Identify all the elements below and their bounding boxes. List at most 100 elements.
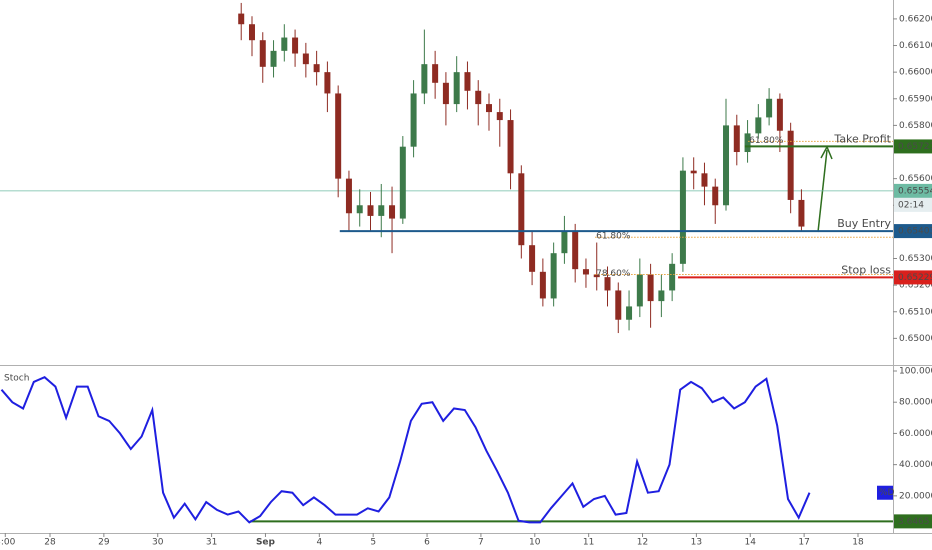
y-tick-label: 100.0000 (899, 366, 932, 376)
candle-body (636, 274, 643, 307)
candle-body (776, 98, 783, 131)
last-price-value: 0.65554 (898, 186, 932, 196)
level-value: 0.65721 (898, 142, 932, 152)
candle-body (292, 37, 299, 54)
y-tick-label: 0.65000 (899, 334, 932, 344)
y-tick-label: 40.0000 (899, 460, 932, 470)
candle-body (367, 205, 374, 216)
candle-body (464, 72, 471, 91)
countdown: 02:14 (898, 200, 924, 210)
candle-body (486, 104, 493, 113)
x-tick-label: 4 (316, 538, 322, 548)
candle-body (270, 50, 277, 67)
candle-body (518, 173, 525, 246)
candle-body (582, 269, 589, 275)
candle-body (410, 93, 417, 147)
x-tick-label: 3:00 (0, 538, 16, 548)
x-tick-label: Sep (256, 538, 276, 548)
candle-body (378, 205, 385, 216)
x-tick-label: 6 (424, 538, 430, 548)
x-tick-label: 18 (852, 538, 864, 548)
y-tick-label: 60.0000 (899, 429, 932, 439)
candle-body (744, 133, 751, 153)
x-tick-label: 29 (98, 538, 110, 548)
candle-body (345, 178, 352, 214)
candle-body (475, 90, 482, 105)
candle-body (712, 186, 719, 206)
level-value-box (894, 270, 932, 285)
support-value-box (894, 514, 932, 529)
candle-body (335, 93, 342, 179)
candle-body (701, 173, 708, 187)
candle-body (248, 24, 255, 41)
candle-body (733, 125, 740, 153)
candle-body (302, 53, 309, 65)
x-tick-label: 12 (637, 538, 648, 548)
x-tick-label: 10 (529, 538, 541, 548)
candle-body (453, 72, 460, 105)
candle-body (259, 40, 266, 67)
x-tick-label: 30 (152, 538, 164, 548)
candle-body (539, 271, 546, 299)
x-tick-label: 14 (745, 538, 757, 548)
x-tick-label: 28 (44, 538, 56, 548)
support-value: 3.6465 (898, 517, 930, 527)
x-tick-label: 5 (370, 538, 376, 548)
x-tick-label: 7 (478, 538, 484, 548)
stoch-line (0, 376, 811, 524)
legend-label: %D (879, 488, 895, 498)
candle-body (399, 146, 406, 219)
candle-body (647, 274, 654, 302)
x-tick-label: 31 (206, 538, 217, 548)
indicator-title: Stoch (4, 374, 29, 384)
x-tick-label: 11 (583, 538, 594, 548)
candle-body (572, 231, 579, 270)
candle-body (281, 37, 288, 51)
x-tick-label: 17 (798, 538, 809, 548)
candle-body (604, 277, 611, 291)
level-value: 0.65229 (898, 273, 932, 283)
candle-body (593, 274, 600, 278)
fib-label: 61.80% (749, 136, 784, 146)
fib-label: 78.60% (596, 269, 631, 279)
candle-body (389, 205, 396, 219)
candle-body (798, 199, 805, 227)
level-value-box (894, 139, 932, 154)
y-tick-label: 80.0000 (899, 398, 932, 408)
candle-body (723, 125, 730, 206)
candle-body (787, 130, 794, 200)
candle-body (690, 170, 697, 174)
candle-body (313, 64, 320, 73)
candle-body (615, 290, 622, 320)
level-value: 0.65403 (898, 227, 932, 237)
candle-body (421, 64, 428, 94)
candle-body (658, 290, 665, 302)
y-tick-label: 20.0000 (899, 491, 932, 501)
candle-body (550, 253, 557, 299)
candle-body (766, 98, 773, 118)
candle-body (324, 72, 331, 94)
candle-body (496, 112, 503, 121)
fib-label: 61.80% (596, 232, 631, 242)
level-value-box (894, 224, 932, 239)
candle-body (679, 170, 686, 264)
candle-body (507, 120, 514, 174)
candle-body (442, 82, 449, 105)
candle-body (356, 205, 363, 214)
countdown-box (894, 197, 932, 212)
candle-body (669, 263, 676, 291)
candle-body (238, 13, 245, 25)
candle-body (432, 64, 439, 83)
last-price-value-box (894, 183, 932, 198)
